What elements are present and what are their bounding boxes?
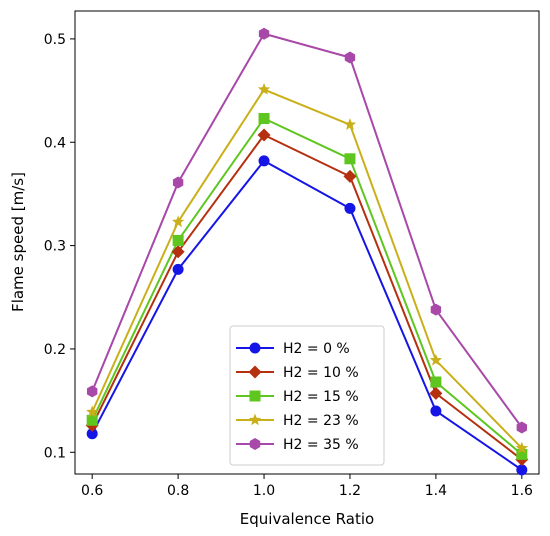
series-line-4 [91, 32, 523, 429]
y-axis-label: Flame speed [m/s] [9, 172, 27, 312]
data-point-2-3 [344, 153, 356, 165]
legend-label-4: H2 = 35 % [283, 437, 359, 453]
x-tick-label: 0.8 [167, 483, 189, 499]
y-axis: 0.1 0.2 0.3 0.4 0.5 [44, 32, 75, 461]
data-point-4-1 [172, 176, 184, 189]
legend-box [229, 325, 385, 466]
series-line-1 [91, 134, 523, 461]
legend-label-3: H2 = 23 % [283, 413, 359, 429]
legend-marker-3 [248, 413, 262, 426]
y-tick-label: 0.1 [44, 445, 66, 461]
data-point-0-1 [172, 263, 184, 275]
legend-label-1: H2 = 10 % [283, 365, 359, 381]
data-point-4-5 [516, 421, 528, 434]
data-point-3-1 [171, 215, 185, 228]
data-point-4-4 [430, 303, 442, 316]
data-point-1-2 [257, 128, 271, 142]
legend-marker-1 [248, 365, 262, 379]
series-line-2 [91, 117, 523, 456]
legend-marker-2 [249, 390, 261, 402]
data-point-1-1 [171, 245, 185, 259]
y-tick-label: 0.4 [44, 135, 66, 151]
legend-marker-0 [249, 342, 261, 354]
data-point-3-2 [257, 83, 271, 95]
data-point-3-0 [86, 405, 99, 418]
data-point-4-0 [86, 385, 98, 398]
x-tick-label: 1.0 [253, 483, 275, 499]
data-point-0-0 [86, 428, 98, 440]
data-point-3-5 [515, 441, 528, 454]
legend-label-0: H2 = 0 % [283, 341, 350, 357]
y-tick-label: 0.3 [44, 239, 66, 255]
data-point-4-3 [344, 51, 356, 64]
x-tick-label: 1.6 [511, 483, 533, 499]
data-point-2-5 [516, 448, 528, 460]
data-point-0-2 [258, 155, 270, 167]
data-point-0-3 [344, 202, 356, 214]
data-point-3-3 [343, 118, 357, 130]
legend-label-2: H2 = 15 % [283, 389, 359, 405]
data-point-0-4 [430, 405, 442, 417]
y-tick-label: 0.5 [44, 32, 66, 48]
data-point-1-4 [429, 386, 443, 400]
legend-marker-4 [249, 438, 261, 450]
data-point-2-0 [86, 414, 98, 426]
data-point-2-1 [172, 234, 184, 246]
x-tick-label: 1.2 [339, 483, 361, 499]
x-tick-label: 1.4 [425, 483, 447, 499]
series-line-3 [91, 88, 523, 449]
y-tick-label: 0.2 [44, 342, 66, 358]
x-tick-label: 0.6 [81, 483, 103, 499]
legend: H2 = 0 % H2 = 10 % H2 = 15 % H2 = 23 % H2 = … [229, 325, 385, 466]
data-point-4-2 [258, 27, 270, 40]
series-line-0 [91, 159, 523, 471]
data-point-3-4 [429, 353, 443, 366]
data-point-2-4 [430, 376, 442, 388]
x-axis: 0.6 0.8 1.0 1.2 1.4 1.6 [81, 474, 533, 499]
data-point-0-5 [516, 464, 528, 476]
x-axis-label: Equivalence Ratio [240, 510, 374, 528]
data-point-1-3 [343, 169, 357, 183]
data-point-2-2 [258, 112, 270, 124]
series-lines [91, 32, 523, 471]
series-markers [85, 27, 529, 476]
